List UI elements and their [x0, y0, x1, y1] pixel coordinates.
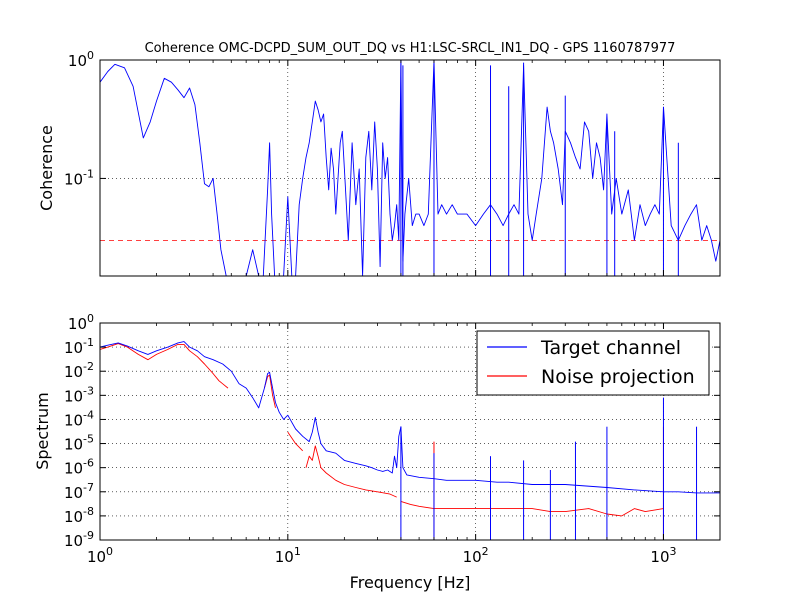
spectrum-x-tick-label: 103	[650, 545, 676, 566]
legend-label-noise: Noise projection	[541, 366, 695, 388]
spectrum-y-tick-label: 10-4	[64, 408, 94, 429]
coherence-y-tick-label: 100	[68, 49, 94, 70]
coherence-y-tick-label: 10-1	[64, 167, 94, 188]
frequency-xlabel: Frequency [Hz]	[350, 573, 471, 592]
target-channel-series-line	[99, 341, 720, 494]
spectrum-y-tick-label: 10-1	[64, 336, 94, 357]
spectrum-y-tick-label: 10-3	[64, 384, 94, 405]
spectrum-y-tick-label: 10-8	[64, 505, 94, 526]
noise-projection-series-line	[99, 343, 664, 517]
coherence-frame	[99, 59, 721, 277]
spectrum-x-tick-label: 100	[87, 545, 113, 566]
spectrum-y-tick-label: 10-9	[64, 529, 94, 550]
spectrum-ticks: 100 101 102 103 10-9 10-8 10-7 10-6 10-5 10-4 10-3…	[64, 312, 721, 566]
spectrum-x-tick-label: 101	[275, 545, 301, 566]
spectrum-ylabel: Spectrum	[33, 392, 52, 470]
spectrum-x-tick-label: 102	[463, 545, 489, 566]
spectrum-frame	[99, 322, 721, 541]
spectrum-y-tick-label: 100	[68, 312, 94, 333]
spectrum-data	[99, 341, 721, 540]
coherence-plot-area	[100, 60, 720, 276]
spectrum-y-tick-label: 10-7	[64, 481, 94, 502]
spectrum-y-tick-label: 10-5	[64, 433, 94, 454]
coherence-title: Coherence OMC-DCPD_SUM_OUT_DQ vs H1:LSC-…	[145, 41, 676, 56]
coherence-panel: Coherence OMC-DCPD_SUM_OUT_DQ vs H1:LSC-…	[37, 41, 721, 277]
legend: Target channel Noise projection	[476, 330, 710, 396]
legend-label-target: Target channel	[540, 337, 681, 359]
spectrum-y-tick-label: 10-6	[64, 457, 94, 478]
coherence-ticks: 10-1 100	[64, 49, 721, 276]
coherence-ylabel: Coherence	[37, 125, 56, 211]
legend-box	[476, 330, 710, 396]
spectrum-panel: 100 101 102 103 10-9 10-8 10-7 10-6 10-5 10-4 10-3…	[33, 312, 721, 592]
spectrum-y-tick-label: 10-2	[64, 360, 94, 381]
